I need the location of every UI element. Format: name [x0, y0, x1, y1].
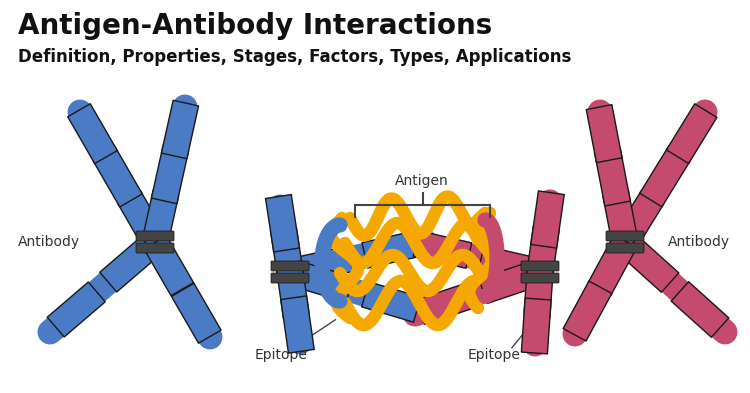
FancyBboxPatch shape [606, 231, 644, 241]
Text: Antibody: Antibody [18, 235, 80, 249]
FancyBboxPatch shape [118, 191, 167, 250]
FancyBboxPatch shape [531, 191, 564, 248]
FancyBboxPatch shape [613, 191, 664, 250]
FancyBboxPatch shape [295, 246, 353, 283]
FancyBboxPatch shape [595, 148, 631, 206]
FancyBboxPatch shape [271, 227, 304, 285]
Text: Antigen: Antigen [395, 174, 448, 188]
FancyBboxPatch shape [294, 262, 353, 302]
FancyBboxPatch shape [521, 298, 551, 354]
FancyBboxPatch shape [136, 231, 174, 241]
FancyBboxPatch shape [276, 261, 309, 318]
FancyBboxPatch shape [621, 237, 679, 292]
FancyBboxPatch shape [68, 104, 117, 163]
FancyBboxPatch shape [362, 282, 421, 322]
Text: Definition, Properties, Stages, Factors, Types, Applications: Definition, Properties, Stages, Factors,… [18, 48, 572, 66]
FancyBboxPatch shape [142, 190, 178, 249]
FancyBboxPatch shape [588, 235, 637, 295]
FancyBboxPatch shape [667, 104, 717, 163]
FancyBboxPatch shape [526, 226, 560, 283]
Text: Antibody: Antibody [668, 235, 730, 249]
FancyBboxPatch shape [521, 261, 559, 271]
Text: Epitope: Epitope [255, 348, 308, 362]
FancyBboxPatch shape [413, 231, 472, 268]
FancyBboxPatch shape [161, 100, 199, 159]
FancyBboxPatch shape [479, 262, 538, 303]
Text: Antigen-Antibody Interactions: Antigen-Antibody Interactions [18, 12, 492, 40]
FancyBboxPatch shape [524, 262, 554, 318]
FancyBboxPatch shape [416, 283, 476, 325]
FancyBboxPatch shape [93, 147, 142, 207]
FancyBboxPatch shape [563, 281, 612, 341]
FancyBboxPatch shape [640, 147, 690, 207]
FancyBboxPatch shape [478, 246, 537, 283]
FancyBboxPatch shape [271, 273, 309, 283]
FancyBboxPatch shape [271, 261, 309, 271]
FancyBboxPatch shape [606, 243, 644, 253]
FancyBboxPatch shape [100, 237, 158, 292]
FancyBboxPatch shape [47, 282, 105, 337]
FancyBboxPatch shape [136, 243, 174, 253]
FancyBboxPatch shape [671, 282, 729, 337]
FancyBboxPatch shape [586, 105, 622, 163]
FancyBboxPatch shape [266, 195, 299, 252]
FancyBboxPatch shape [362, 231, 421, 268]
FancyBboxPatch shape [280, 296, 314, 353]
Text: Epitope: Epitope [468, 348, 520, 362]
FancyBboxPatch shape [603, 191, 639, 249]
FancyBboxPatch shape [152, 145, 188, 204]
FancyBboxPatch shape [521, 273, 559, 283]
FancyBboxPatch shape [172, 283, 221, 343]
FancyBboxPatch shape [144, 236, 194, 296]
